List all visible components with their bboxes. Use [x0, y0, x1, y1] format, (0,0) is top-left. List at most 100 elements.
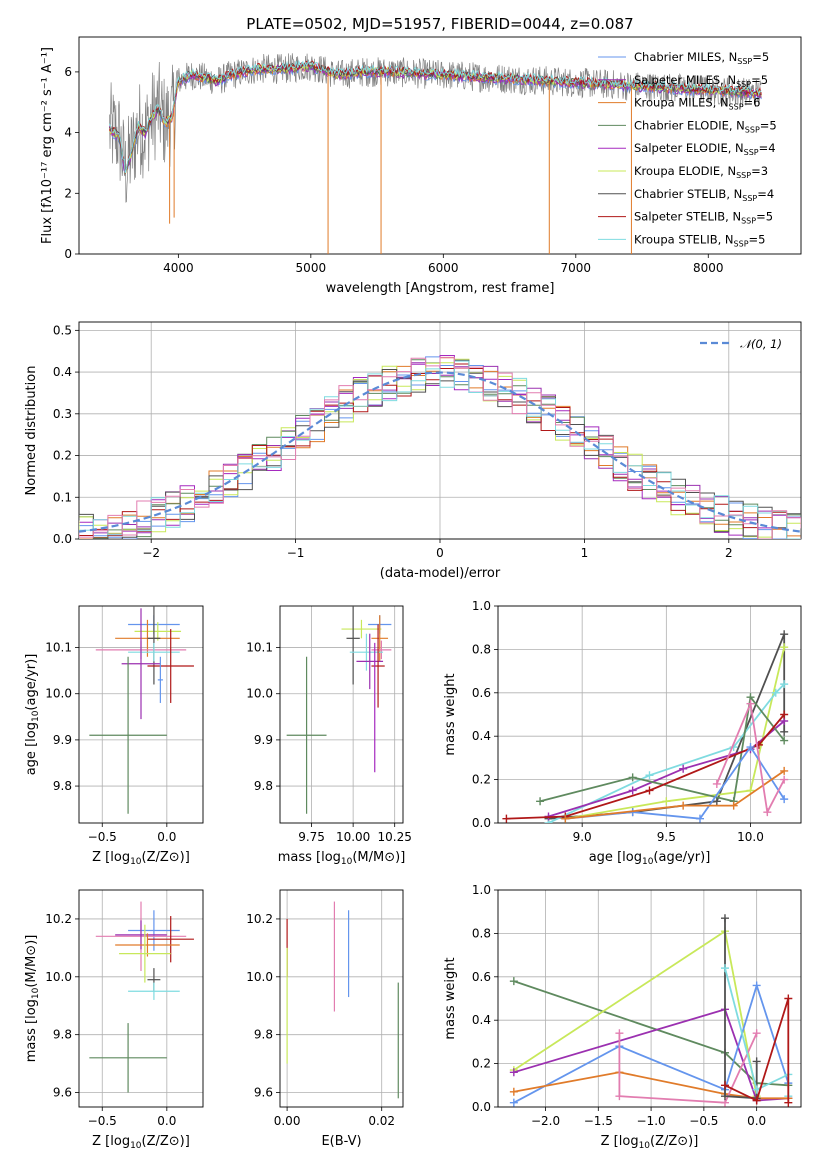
weight-point-marker — [771, 688, 780, 697]
y-tick-label: 0.2 — [472, 773, 491, 787]
x-tick-label: −1.5 — [584, 1114, 613, 1128]
weight-point-marker — [679, 801, 688, 810]
axes-frame — [78, 605, 204, 824]
legend-label: Kroupa STELIB, NSSP=5 — [634, 232, 765, 248]
spectrum-axes: 4000 5000 6000 7000 8000 0 2 4 6 wavelength [Angs… — [40, 36, 802, 296]
weight-point-marker — [696, 814, 704, 823]
model-spectrum-line — [109, 59, 762, 174]
axes-frame — [78, 36, 802, 255]
weight-series-line — [565, 770, 785, 820]
x-tick-label: −1.0 — [637, 1114, 666, 1128]
weight-point-marker — [752, 981, 761, 990]
weight-point-marker — [509, 1087, 518, 1096]
weight_vs_age-axes: 9.0 9.5 10.0 0.0 0.2 0.4 0.6 0.8 1.0 age [log10(a… — [443, 599, 802, 867]
weight-point-marker — [615, 1092, 624, 1101]
y-tick-label: 9.9 — [254, 733, 273, 747]
weight-point-marker — [509, 1098, 518, 1107]
y-tick-label: 0.8 — [472, 642, 491, 656]
weight-series-line — [618, 1032, 758, 1104]
mass_vs_ebv-plot — [286, 901, 399, 1099]
x-tick-label: 0.0 — [157, 830, 176, 844]
y-tick-label: 10.2 — [45, 912, 72, 926]
weight-point-marker — [746, 743, 755, 752]
age_vs_Z-axes: −0.5 0.0 9.8 9.9 10.0 10.1 Z [log10(Z/Z⊙)] age … — [24, 605, 204, 867]
x-tick-label: −0.5 — [88, 830, 117, 844]
y-tick-label: 0.4 — [472, 729, 491, 743]
weight-point-marker — [780, 630, 789, 639]
x-axis-label: Z [log10(Z/Z⊙)] — [601, 1134, 699, 1151]
y-axis-label: mass [log10(M/M⊙)] — [24, 935, 41, 1063]
y-tick-label: 4 — [64, 126, 72, 140]
x-tick-label: −1 — [287, 546, 305, 560]
weight-point-marker — [615, 1029, 624, 1038]
legend-label: Salpeter ELODIE, NSSP=4 — [634, 141, 776, 157]
legend-label: Salpeter MILES, NSSP=5 — [634, 73, 768, 89]
y-tick-label: 0.0 — [472, 816, 491, 830]
weight-point-marker — [780, 643, 789, 652]
weight-point-marker — [509, 1068, 518, 1077]
legend-label: Salpeter STELIB, NSSP=5 — [634, 210, 773, 226]
x-tick-label: 10.0 — [737, 830, 764, 844]
x-tick-label: 2 — [725, 546, 733, 560]
weight-point-marker — [712, 797, 721, 806]
x-tick-label: 0.00 — [274, 1114, 301, 1128]
weight-point-marker — [746, 699, 755, 708]
legend-label: Chabrier MILES, NSSP=5 — [634, 50, 769, 66]
x-tick-label: −0.5 — [88, 1114, 117, 1128]
y-tick-label: 0.1 — [53, 490, 72, 504]
weight-point-marker — [645, 786, 654, 795]
x-tick-label: 9.75 — [298, 830, 325, 844]
x-axis-label: age [log10(age/yr)] — [589, 850, 711, 867]
x-tick-label: −2 — [142, 546, 160, 560]
y-tick-label: 9.8 — [53, 779, 72, 793]
residuals-plot — [79, 355, 801, 539]
figure-title: PLATE=0502, MJD=51957, FIBERID=0044, z=0… — [246, 15, 633, 33]
legend-label: Chabrier STELIB, NSSP=4 — [634, 187, 774, 203]
x-tick-label: 10.25 — [378, 830, 412, 844]
model-spectrum-line — [109, 61, 762, 171]
weight-series-line — [724, 998, 790, 1103]
weight-point-marker — [720, 964, 729, 973]
weight-point-marker — [780, 727, 789, 736]
weight-point-marker — [509, 977, 518, 986]
weight-point-marker — [780, 766, 789, 775]
y-tick-label: 0.8 — [472, 926, 491, 940]
mass_vs_Z-plot — [89, 901, 194, 1093]
axes-frame — [78, 321, 802, 540]
y-tick-label: 0.6 — [472, 970, 491, 984]
y-tick-label: 0.5 — [53, 323, 72, 337]
data-spectrum-line — [109, 53, 762, 203]
weight_vs_Z-plot — [509, 914, 793, 1107]
weight-point-marker — [780, 680, 789, 689]
gaussian-curve — [79, 371, 801, 533]
weight-point-marker — [662, 797, 671, 806]
residuals-legend: 𝒩(0, 1) — [700, 337, 782, 351]
mass_vs_ebv-axes: 0.00 0.02 9.6 9.8 10.0 10.2 E(B-V) — [246, 889, 404, 1149]
age_vs_mass-axes: 9.75 10.00 10.25 9.8 9.9 10.0 10.1 mass [log10(… — [246, 605, 412, 867]
weight-series-line — [724, 918, 758, 1100]
x-axis-label: (data-model)/error — [380, 566, 501, 581]
weight_vs_age-plot — [502, 630, 789, 823]
y-tick-label: 10.0 — [45, 970, 72, 984]
x-tick-label: 1 — [581, 546, 589, 560]
y-tick-label: 10.2 — [246, 912, 273, 926]
weight-point-marker — [645, 771, 654, 780]
x-tick-label: 6000 — [428, 261, 459, 275]
axes-frame — [279, 605, 404, 824]
y-tick-label: 10.0 — [45, 687, 72, 701]
x-tick-label: 0.02 — [368, 1114, 395, 1128]
x-axis-label: wavelength [Angstrom, rest frame] — [326, 281, 555, 296]
weight-point-marker — [784, 1098, 793, 1107]
y-tick-label: 6 — [64, 65, 72, 79]
y-tick-label: 9.6 — [254, 1086, 273, 1100]
weight-point-marker — [780, 736, 789, 745]
weight-point-marker — [536, 797, 545, 806]
x-tick-label: 8000 — [693, 261, 724, 275]
y-tick-label: 10.1 — [45, 641, 72, 655]
axes-frame — [497, 889, 802, 1108]
x-axis-label: Z [log10(Z/Z⊙)] — [92, 850, 190, 867]
y-axis-label: mass weight — [443, 957, 458, 1039]
y-axis-label: mass weight — [443, 673, 458, 755]
spectrum-legend: Chabrier MILES, NSSP=5 Salpeter MILES, NS… — [598, 50, 777, 248]
axes-frame — [279, 889, 404, 1108]
